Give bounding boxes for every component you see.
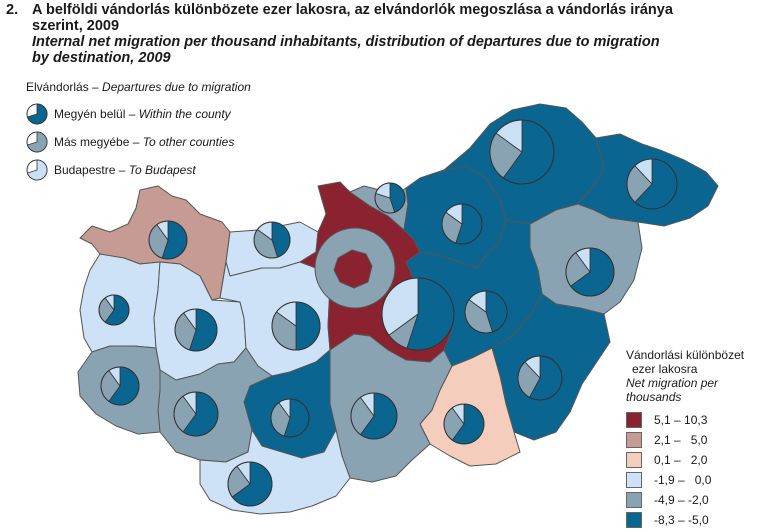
pie-outline	[464, 290, 508, 334]
pie-outline	[270, 398, 310, 438]
mig-title-en-2: thousands	[626, 390, 682, 404]
pie-outline	[148, 220, 188, 260]
mig-title-hu-1: Vándorlási különbözet	[626, 348, 745, 362]
pie-other-icon	[26, 131, 48, 153]
pie-outline	[381, 277, 455, 351]
title-hu-line2: szerint, 2009	[32, 18, 120, 34]
class-label: -4,9 – -2,0	[654, 493, 709, 507]
mig-title-hu-2: ezer lakosra	[632, 362, 698, 376]
pie-jasz-nagykun-szolnok	[464, 290, 508, 334]
pie-somogy	[173, 391, 219, 437]
pie-veszprem	[174, 308, 218, 352]
migration-legend: Vándorlási különbözet ezer lakosra Net m…	[626, 348, 776, 530]
legend-item-budapest: Budapestre – To Budapest	[26, 156, 326, 184]
class-row: -1,9 – 0,0	[626, 470, 776, 490]
departures-legend-title: Elvándorlás – Departures due to migratio…	[26, 80, 326, 94]
class-row: -8,3 – -5,0	[626, 510, 776, 530]
pie-outline	[100, 366, 140, 406]
mig-title-en-1: Net migration per	[626, 376, 719, 390]
pie-fejer	[271, 301, 321, 351]
class-row: 5,1 – 10,3	[626, 410, 776, 430]
legend-item-within-county: Megyén belül – Within the county	[26, 100, 326, 128]
migration-classes: 5,1 – 10,3 2,1 – 5,0 0,1 – 2,0 -1,9 – 0,…	[626, 410, 776, 530]
title-en-line1: Internal net migration per thousand inha…	[32, 34, 660, 50]
pie-hajdu-bihar	[565, 247, 615, 297]
class-label: -8,3 – -5,0	[654, 513, 709, 527]
class-swatch	[626, 512, 642, 528]
title-hu-line1: A belföldi vándorlás különbözete ezer la…	[32, 2, 673, 18]
pie-outline	[626, 158, 678, 210]
title-english: Internal net migration per thousand inha…	[6, 34, 776, 66]
departures-title-hu: Elvándorlás –	[26, 80, 103, 94]
county-budapest	[333, 249, 373, 289]
pie-outline	[174, 308, 218, 352]
class-swatch	[626, 472, 642, 488]
legend-budapest-hu: Budapestre –	[54, 163, 126, 177]
pie-heves	[441, 203, 483, 245]
pie-komarom-esztergom	[253, 221, 291, 259]
migration-legend-title: Vándorlási különbözet ezer lakosra Net m…	[626, 348, 776, 404]
pie-gyor-moson-sopron	[148, 220, 188, 260]
figure-number: 2.	[6, 2, 19, 18]
pie-borsod-abauj-zemplen	[489, 119, 555, 185]
pie-zala	[100, 366, 140, 406]
pie-outline	[271, 301, 321, 351]
class-label: 5,1 – 10,3	[654, 413, 708, 427]
legend-item-other-counties: Más megyébe – To other counties	[26, 128, 326, 156]
departures-title-en: Departures due to migration	[102, 80, 251, 94]
legend-other-hu: Más megyébe –	[54, 135, 140, 149]
pie-within-icon	[26, 103, 48, 125]
pie-outline	[350, 392, 398, 440]
pie-nograd	[374, 182, 406, 214]
pie-bacs-kiskun	[350, 392, 398, 440]
title-block: 2. A belföldi vándorlás különbözete ezer …	[6, 2, 776, 66]
legend-budapest-en: To Budapest	[128, 163, 196, 177]
class-swatch	[626, 432, 642, 448]
pie-baranya	[227, 461, 273, 507]
class-swatch	[626, 412, 642, 428]
pie-outline	[517, 355, 563, 401]
legend-within-hu: Megyén belül –	[54, 107, 136, 121]
class-label: -1,9 – 0,0	[654, 473, 712, 487]
title-hungarian: 2. A belföldi vándorlás különbözete ezer …	[6, 2, 776, 34]
pie-outline	[98, 294, 130, 326]
departures-legend: Elvándorlás – Departures due to migratio…	[26, 80, 326, 184]
class-row: 0,1 – 2,0	[626, 450, 776, 470]
pie-outline	[441, 203, 483, 245]
class-label: 2,1 – 5,0	[654, 433, 708, 447]
pie-outline	[173, 391, 219, 437]
pie-vas	[98, 294, 130, 326]
pie-layer	[98, 119, 678, 507]
pie-outline	[565, 247, 615, 297]
class-swatch	[626, 452, 642, 468]
pie-outline	[227, 461, 273, 507]
pie-pest	[381, 277, 455, 351]
class-swatch	[626, 492, 642, 508]
pie-budapest-icon	[26, 159, 48, 181]
pie-outline	[489, 119, 555, 185]
legend-within-en: Within the county	[138, 107, 231, 121]
pie-outline	[374, 182, 406, 214]
class-row: 2,1 – 5,0	[626, 430, 776, 450]
title-en-line2: by destination, 2009	[32, 50, 171, 66]
class-row: -4,9 – -2,0	[626, 490, 776, 510]
pie-outline	[253, 221, 291, 259]
class-label: 0,1 – 2,0	[654, 453, 708, 467]
legend-other-en: To other counties	[142, 135, 235, 149]
pie-outline	[443, 403, 485, 445]
pie-bekes	[517, 355, 563, 401]
pie-tolna	[270, 398, 310, 438]
pie-csongrad	[443, 403, 485, 445]
pie-szabolcs-szatmar-bereg	[626, 158, 678, 210]
